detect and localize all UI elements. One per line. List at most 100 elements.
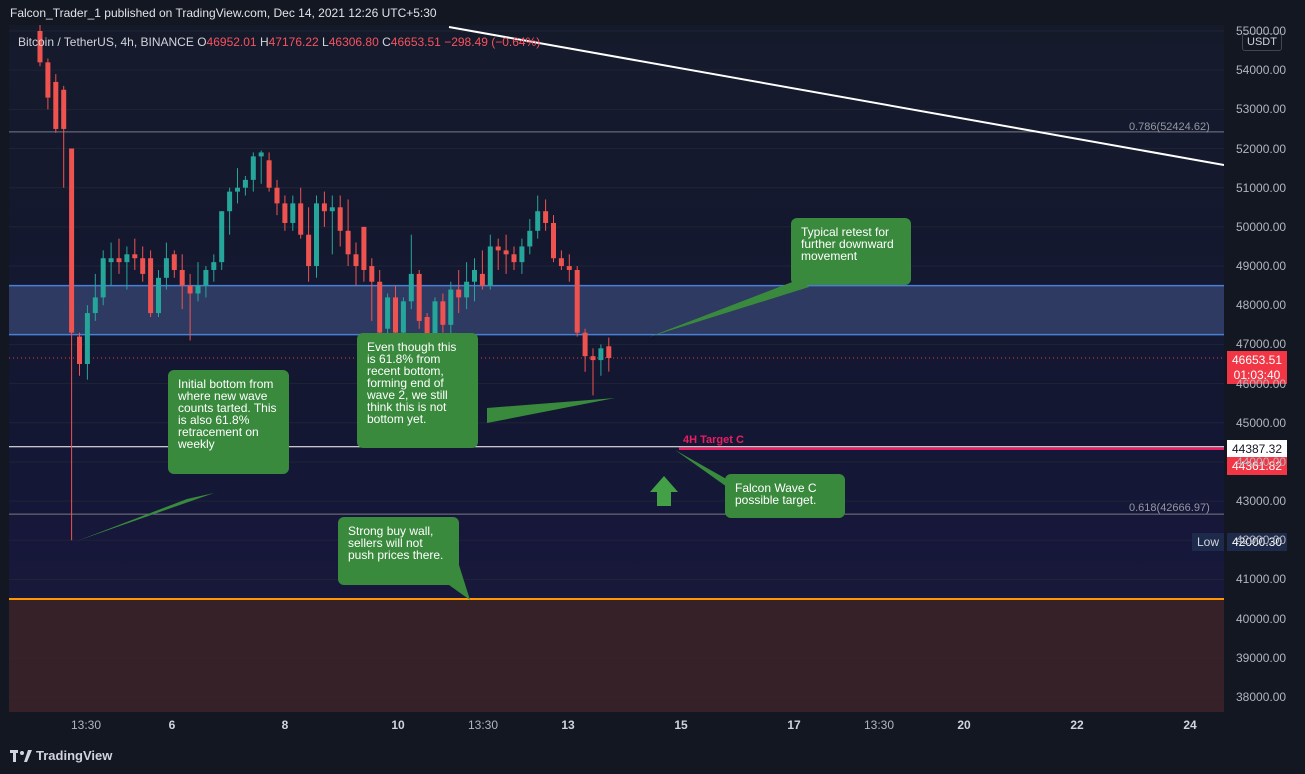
candle-body [464, 281, 470, 298]
callout-buy-wall[interactable]: Strong buy wall, sellers will not push p… [338, 517, 459, 585]
up-arrow-icon [650, 476, 678, 506]
price-tick-label: 49000.00 [1236, 259, 1287, 274]
candle-body [574, 269, 580, 333]
price-tick-label: 52000.00 [1236, 141, 1287, 156]
price-tick-label: 42000.00 [1236, 533, 1287, 548]
high-value: 47176.22 [268, 35, 319, 49]
candle-body [37, 31, 43, 63]
candle-body [369, 266, 375, 282]
candle-body [45, 62, 51, 98]
change-value: −298.49 (−0.64%) [444, 35, 541, 49]
footer-brand: TradingView [36, 748, 113, 763]
candle-body [582, 332, 588, 357]
symbol-ohlc-legend[interactable]: Bitcoin / TetherUS, 4h, BINANCE O46952.0… [18, 35, 540, 49]
candle-body [100, 258, 106, 298]
candle-body [551, 222, 556, 259]
candle-body [298, 203, 304, 235]
time-tick-label: 24 [1183, 718, 1197, 732]
tradingview-logo[interactable]: TradingView [10, 748, 112, 763]
callout-retest[interactable]: Typical retest for further downward move… [791, 218, 911, 285]
price-tick-label: 48000.00 [1236, 298, 1287, 313]
time-tick-label: 20 [957, 718, 971, 732]
candle-body [92, 297, 98, 314]
currency-button[interactable]: USDT [1242, 33, 1282, 51]
callout-initial-bottom[interactable]: Initial bottom from where new wave count… [168, 370, 289, 474]
time-tick-label: 17 [787, 718, 801, 732]
close-value: 46653.51 [390, 35, 441, 49]
trend-line [448, 26, 1224, 166]
candle-body [440, 301, 446, 325]
candle-body [203, 269, 209, 286]
candle-body [171, 254, 177, 270]
candle-body [408, 273, 414, 302]
price-tick-label: 39000.00 [1236, 650, 1287, 665]
price-tick-label: 53000.00 [1236, 102, 1287, 117]
candle-body [132, 254, 138, 259]
close-key: C [382, 35, 391, 49]
candle-body [290, 203, 296, 223]
price-tick-label: 50000.00 [1236, 219, 1287, 234]
candle-body [274, 187, 280, 204]
callout-wave-2[interactable]: Even though this is 61.8% from recent bo… [357, 333, 478, 448]
price-tick-label: 55000.00 [1236, 24, 1287, 38]
fib-786-label: 0.786(52424.62) [1129, 121, 1210, 133]
candle-body [590, 356, 596, 361]
candle-body [527, 230, 533, 247]
candle-body [242, 179, 248, 188]
candle-body [456, 289, 462, 298]
open-key: O [197, 35, 207, 49]
low-price-tag: 42000.30 [1227, 533, 1287, 551]
candle-body [235, 187, 240, 192]
time-tick-label: 6 [168, 718, 176, 732]
time-tick-label: 22 [1070, 718, 1084, 732]
candle-body [53, 81, 59, 129]
candle-body [479, 273, 485, 286]
price-tick-label: 51000.00 [1236, 180, 1287, 195]
candle-body [543, 211, 549, 223]
high-key: H [259, 35, 269, 49]
tail-retest [649, 279, 809, 337]
candle-body [108, 258, 114, 263]
candle-body [314, 203, 319, 267]
candle-body [393, 297, 398, 333]
candle-body [448, 289, 454, 325]
candlestick-chart [9, 25, 1224, 712]
candle-body [250, 156, 256, 180]
candle-body [472, 269, 477, 282]
candle-body [195, 285, 201, 294]
countdown-tag: 01:03:40 [1227, 366, 1287, 384]
chart-pane[interactable] [9, 25, 1224, 712]
white-line-price-tag: 44387.32 [1227, 440, 1287, 458]
candle-body [558, 258, 564, 267]
candle-body [487, 246, 493, 286]
time-axis[interactable] [9, 712, 1224, 739]
time-tick-label: 13:30 [70, 718, 102, 732]
candle-body [61, 89, 67, 129]
candle-body [329, 207, 335, 212]
candle-body [385, 297, 391, 329]
candle-body [266, 160, 272, 188]
target-price-tag: 44361.82 [1227, 457, 1287, 475]
candle-body [598, 348, 604, 361]
candle-body [77, 336, 82, 364]
callout-falcon-target[interactable]: Falcon Wave C possible target. [725, 474, 845, 518]
candle-body [211, 262, 217, 270]
candle-body [337, 207, 343, 231]
tail-initial-bottom [77, 493, 214, 541]
candle-body [140, 258, 146, 274]
candle-body [282, 203, 288, 223]
low-badge: Low [1192, 533, 1225, 551]
candle-body [495, 246, 501, 251]
candle-body [163, 258, 169, 278]
candle-body [258, 152, 264, 157]
price-tick-label: 46000.00 [1236, 376, 1287, 391]
target-label: 4H Target C [683, 434, 744, 446]
fib-618-label: 0.618(42666.97) [1129, 502, 1210, 514]
time-tick-label: 13 [561, 718, 575, 732]
candle-body [519, 246, 525, 263]
candle-body [227, 191, 233, 212]
low-key: L [322, 35, 329, 49]
candle-body [511, 254, 517, 263]
candle-body [84, 313, 90, 364]
time-tick-label: 13:30 [863, 718, 895, 732]
